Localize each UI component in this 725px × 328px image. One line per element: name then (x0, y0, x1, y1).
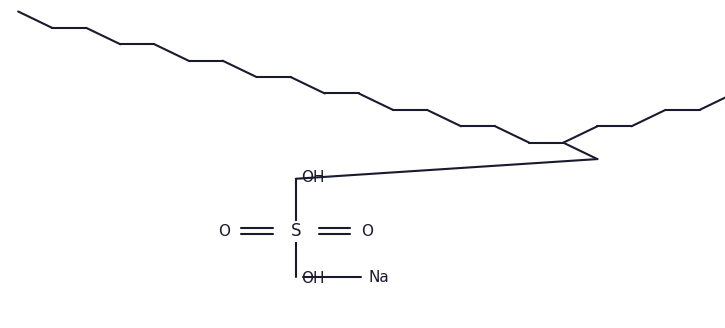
Text: Na: Na (368, 270, 389, 285)
Text: OH: OH (302, 271, 325, 286)
Text: S: S (291, 222, 301, 240)
Text: O: O (218, 224, 231, 239)
Text: OH: OH (302, 170, 325, 185)
Text: O: O (361, 224, 373, 239)
